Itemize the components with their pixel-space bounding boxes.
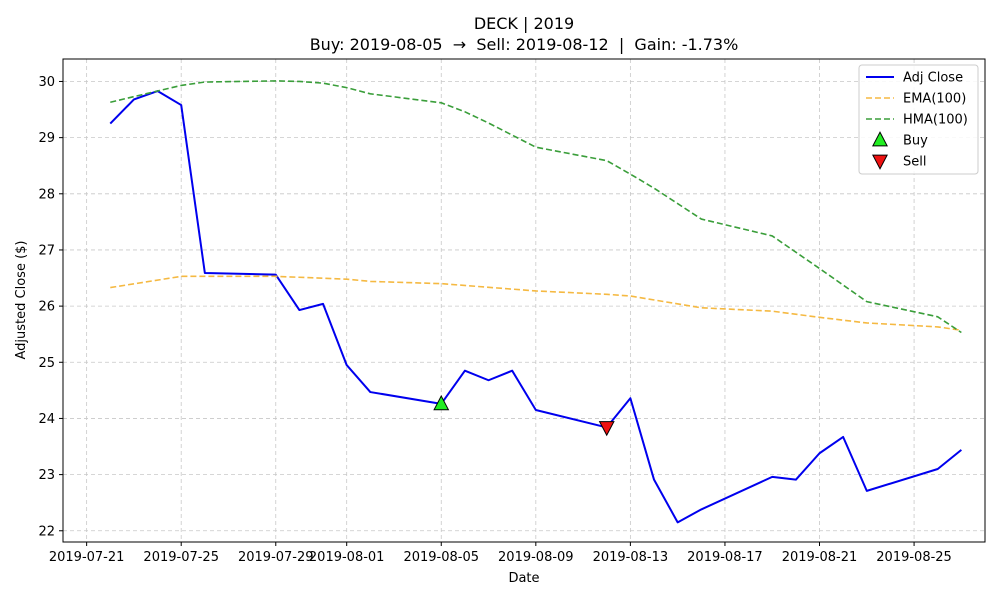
buy-marker <box>433 394 450 411</box>
x-tick-label: 2019-08-01 <box>309 550 385 565</box>
y-tick-label: 29 <box>38 131 55 146</box>
axis-layer: 2019-07-21 2019-07-25 2019-07-292019-08-01… <box>38 75 951 565</box>
y-tick-label: 22 <box>38 524 55 539</box>
legend: Adj Close EMA(100) HMA(100) Buy Sell <box>858 64 979 175</box>
chart-title-line2: Buy: 2019-08-05 → Sell: 2019-08-12 | Gai… <box>310 35 739 54</box>
x-axis-label: Date <box>508 571 539 586</box>
x-tick-label: 2019-07-21 <box>49 550 125 565</box>
legend-label: Adj Close <box>903 71 963 86</box>
x-tick-label: 2019-08-13 <box>593 550 669 565</box>
legend-label: EMA(100) <box>903 92 966 107</box>
legend-label: HMA(100) <box>903 113 968 128</box>
legend-box <box>858 64 979 175</box>
series-layer <box>109 80 962 524</box>
y-axis-label: Adjusted Close ($) <box>14 241 29 360</box>
y-tick-label: 25 <box>38 356 55 371</box>
y-tick-label: 27 <box>38 243 55 258</box>
x-tick-label: 2019-07-25 <box>143 550 219 565</box>
legend-swatch <box>872 131 888 147</box>
series-line-hma-100 <box>110 80 962 334</box>
legend-label: Buy <box>903 134 928 149</box>
plot-area-frame <box>62 58 986 543</box>
x-tick-label: 2019-08-05 <box>403 550 479 565</box>
legend-label: Sell <box>903 155 926 170</box>
y-tick-label: 24 <box>38 412 55 427</box>
x-tick-label: 2019-08-21 <box>782 550 858 565</box>
x-tick-label: 2019-07-29 <box>238 550 314 565</box>
series-line-adj-close <box>109 90 962 524</box>
legend-swatch <box>872 154 888 170</box>
y-tick-label: 26 <box>38 300 55 315</box>
y-tick-label: 28 <box>38 187 55 202</box>
grid-layer <box>63 59 985 542</box>
x-tick-label: 2019-08-25 <box>876 550 952 565</box>
y-tick-label: 30 <box>38 75 55 90</box>
series-line-ema-100 <box>110 275 962 332</box>
marker-layer <box>433 394 615 437</box>
x-tick-label: 2019-08-09 <box>498 550 574 565</box>
chart-title-line1: DECK | 2019 <box>474 14 574 33</box>
y-tick-label: 23 <box>38 468 55 483</box>
x-tick-label: 2019-08-17 <box>687 550 763 565</box>
sell-marker <box>598 421 615 437</box>
